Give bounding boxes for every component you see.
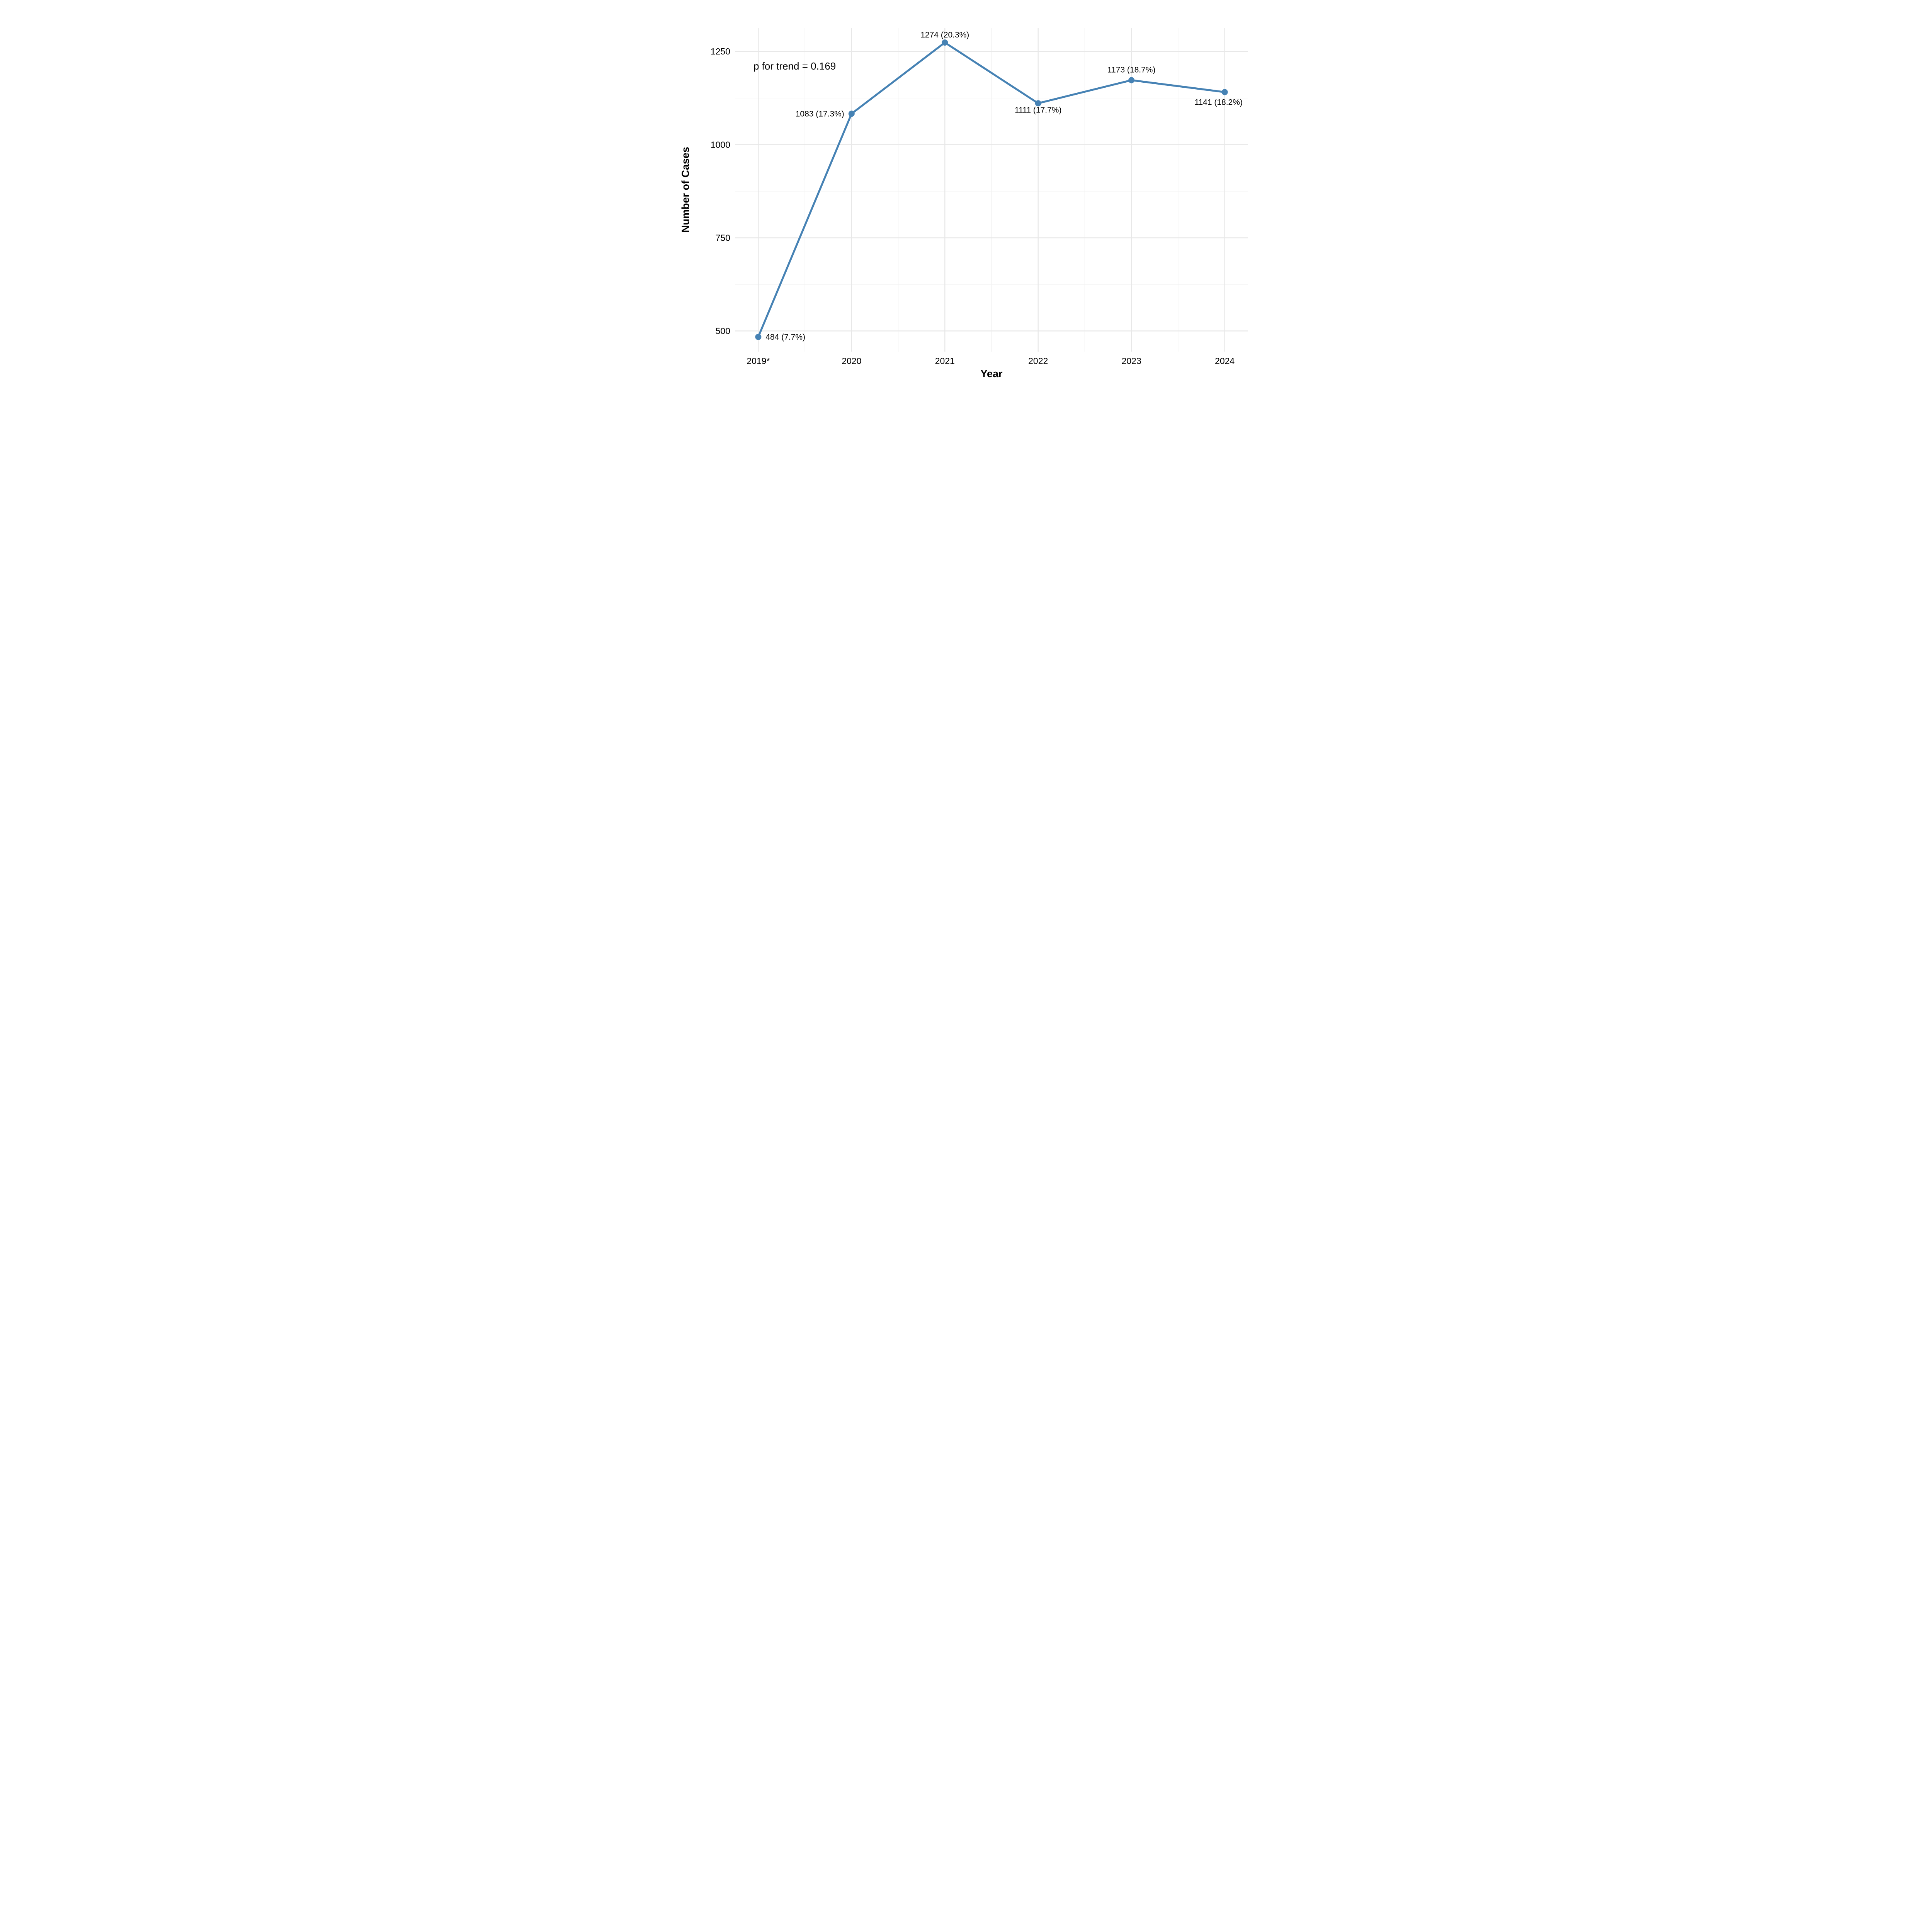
gridlines-major [735, 28, 1248, 352]
y-axis-title: Number of Cases [680, 147, 691, 233]
data-point-2022 [1035, 100, 1041, 107]
data-point-2021 [942, 39, 948, 46]
x-tick-label-2024: 2024 [1215, 356, 1235, 366]
data-label-2023: 1173 (18.7%) [1107, 65, 1156, 74]
x-tick-label-2022: 2022 [1028, 356, 1048, 366]
data-point-2020 [848, 111, 855, 117]
data-label-2020: 1083 (17.3%) [796, 109, 844, 118]
x-tick-label-2021: 2021 [935, 356, 955, 366]
data-label-2021: 1274 (20.3%) [920, 31, 969, 39]
data-label-2019: 484 (7.7%) [765, 333, 805, 342]
y-axis-tick-labels: 500 750 1000 1250 [711, 46, 730, 336]
data-point-2024 [1221, 89, 1228, 95]
data-point-2023 [1128, 77, 1135, 83]
chart-canvas: 484 (7.7%) 1083 (17.3%) 1274 (20.3%) 1111 (… [680, 28, 1248, 379]
trend-annotation: p for trend = 0.169 [753, 60, 836, 72]
y-tick-label-1000: 1000 [711, 139, 730, 150]
trend-line-chart: 484 (7.7%) 1083 (17.3%) 1274 (20.3%) 1111 (… [677, 0, 1255, 384]
data-label-2024: 1141 (18.2%) [1194, 98, 1243, 107]
y-tick-label-1250: 1250 [711, 46, 730, 56]
data-point-2019 [755, 333, 762, 340]
trend-line [757, 41, 1226, 338]
series-line-group [757, 41, 1226, 338]
x-tick-label-2020: 2020 [842, 356, 861, 366]
x-tick-label-2019: 2019* [747, 356, 770, 366]
data-label-2022: 1111 (17.7%) [1015, 105, 1061, 114]
x-axis-tick-labels: 2019* 2020 2021 2022 2023 2024 [747, 356, 1235, 366]
y-tick-label-750: 750 [716, 233, 730, 243]
x-tick-label-2023: 2023 [1122, 356, 1141, 366]
y-tick-label-500: 500 [716, 326, 730, 336]
data-labels-group: 484 (7.7%) 1083 (17.3%) 1274 (20.3%) 1111 (… [765, 31, 1243, 342]
gridlines-minor [735, 28, 1248, 352]
x-axis-title: Year [980, 368, 1003, 379]
data-points-group [755, 39, 1228, 340]
